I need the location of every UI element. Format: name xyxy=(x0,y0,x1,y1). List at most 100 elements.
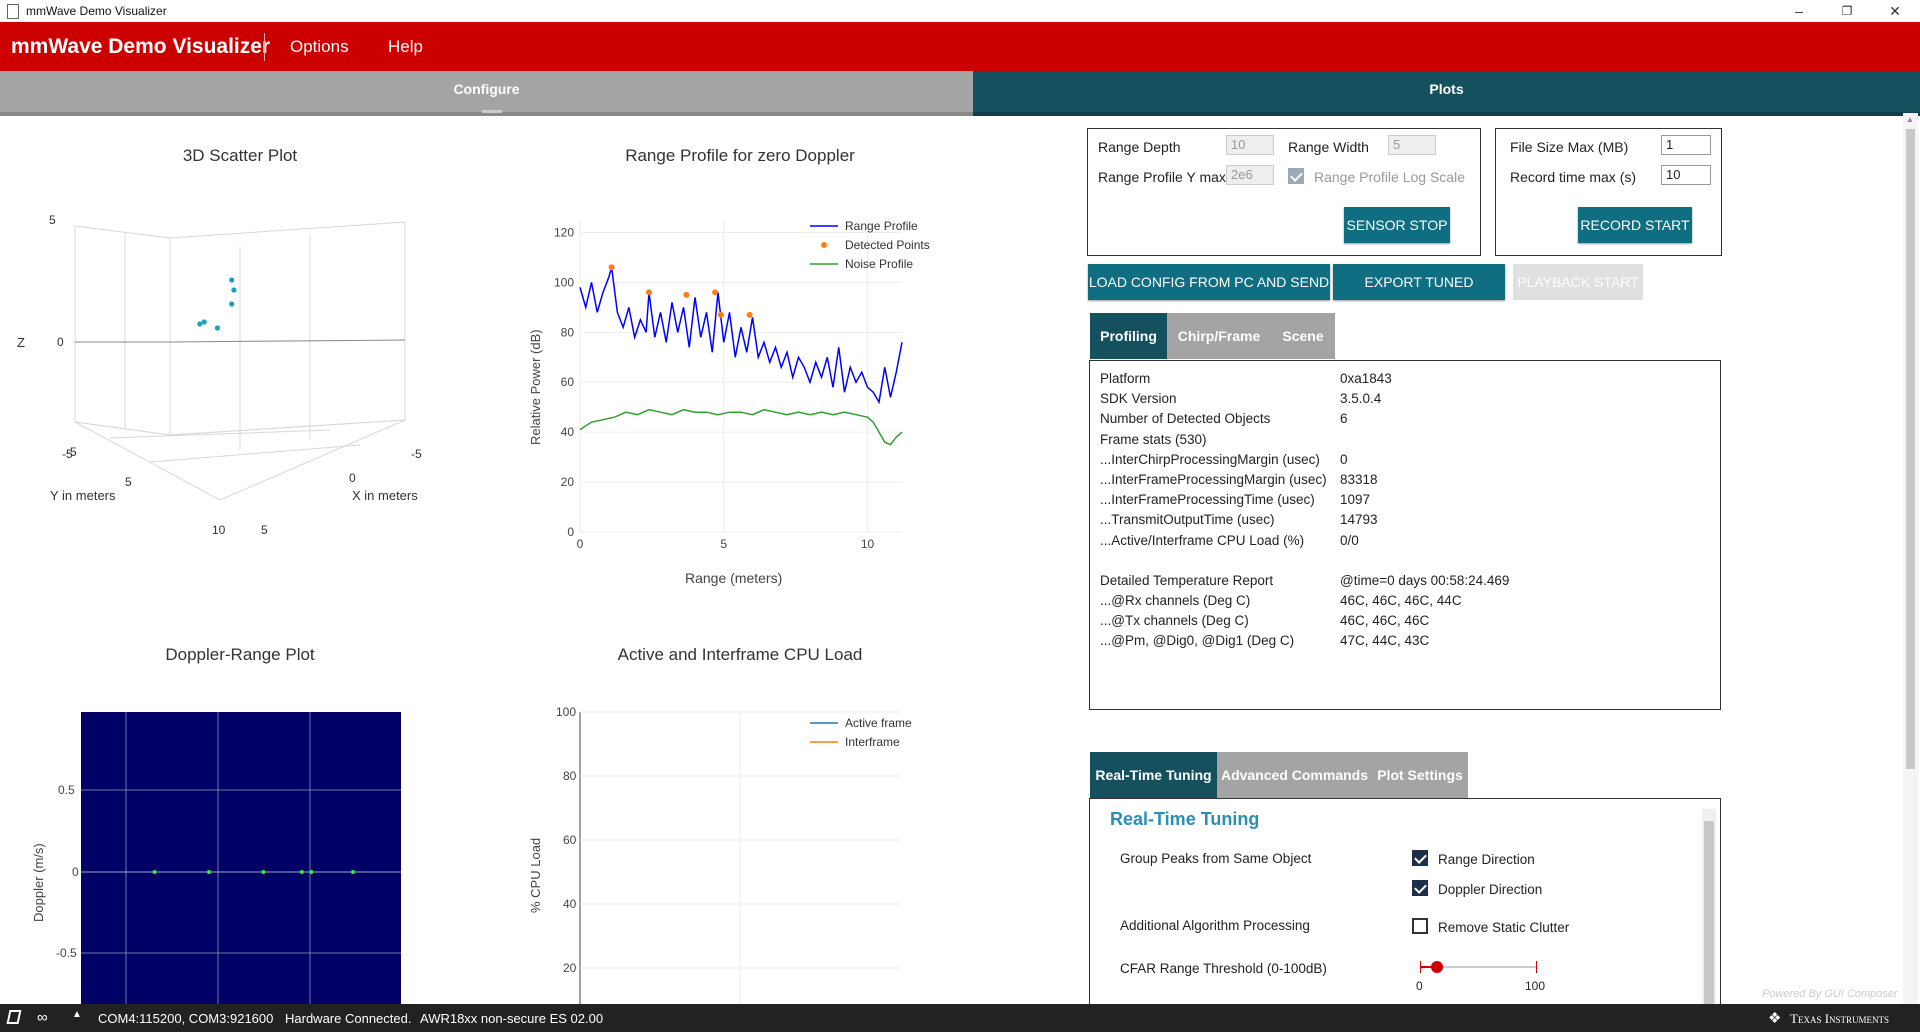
slider-max-mark xyxy=(1536,961,1537,973)
detected-point xyxy=(608,264,615,271)
scatter-x-tick-5: 5 xyxy=(261,523,268,537)
menu-help[interactable]: Help xyxy=(388,37,423,56)
rp-x-tick: 0 xyxy=(577,537,584,551)
record-time-input[interactable]: 10 xyxy=(1661,165,1711,185)
profiling-key: Detailed Temperature Report xyxy=(1100,572,1274,588)
legend-range-profile: Range Profile xyxy=(845,219,918,233)
doppler-range-title: Doppler-Range Plot xyxy=(165,645,315,664)
tab-configure[interactable]: Configure xyxy=(0,71,973,116)
profiling-key: Frame stats (530) xyxy=(1100,431,1207,447)
profiling-key: ...@Tx channels (Deg C) xyxy=(1100,613,1249,629)
profiling-key: ...InterChirpProcessingMargin (usec) xyxy=(1100,451,1320,467)
profiling-value: 6 xyxy=(1340,411,1348,427)
slider-min-label: 0 xyxy=(1416,979,1423,993)
cpu-tick-100: 100 xyxy=(556,705,576,719)
connection-status: Hardware Connected. xyxy=(285,1011,412,1026)
profiling-key: SDK Version xyxy=(1100,391,1177,407)
link-icon[interactable]: ∞ xyxy=(37,1009,48,1026)
app-menu-bar: mmWave Demo Visualizer Options Help xyxy=(0,22,1920,71)
profiling-value: @time=0 days 00:58:24.469 xyxy=(1340,572,1510,588)
scroll-up-icon[interactable]: ▲ xyxy=(1906,115,1914,124)
record-time-label: Record time max (s) xyxy=(1510,169,1637,185)
top-tab-bar: Configure Plots xyxy=(0,71,1920,116)
range-profile-title: Range Profile for zero Doppler xyxy=(625,146,855,165)
cfar-slider-thumb[interactable] xyxy=(1431,961,1444,973)
tab-advanced-commands[interactable]: Advanced Commands xyxy=(1217,752,1372,798)
profiling-value: 1097 xyxy=(1340,492,1371,508)
profiling-key: ...InterFrameProcessingTime (usec) xyxy=(1100,492,1315,508)
gui-composer-watermark: Powered By GUI Composer xyxy=(1762,988,1898,1000)
tuning-scroll-thumb[interactable] xyxy=(1704,821,1714,1005)
scatter-y-tick-m5: -5 xyxy=(66,445,77,459)
doppler-direction-checkbox[interactable] xyxy=(1412,880,1428,896)
notes-icon[interactable] xyxy=(6,1010,22,1024)
cfar-slider-track[interactable] xyxy=(1420,961,1536,973)
remove-static-checkbox[interactable] xyxy=(1412,918,1428,934)
legend-interframe: Interframe xyxy=(845,735,900,749)
tuning-scrollbar[interactable] xyxy=(1702,809,1716,1005)
range-width-input[interactable]: 5 xyxy=(1388,135,1436,155)
minimize-icon[interactable]: – xyxy=(1795,3,1803,19)
sensor-stop-button[interactable]: SENSOR STOP xyxy=(1344,207,1450,243)
tab-scene[interactable]: Scene xyxy=(1271,313,1335,359)
range-direction-checkbox[interactable] xyxy=(1412,850,1428,866)
page-scroll-thumb[interactable] xyxy=(1906,129,1915,769)
restore-icon[interactable]: ❐ xyxy=(1841,4,1853,18)
profiling-value: 46C, 46C, 46C xyxy=(1340,613,1430,629)
range-profile-xlabel: Range (meters) xyxy=(685,570,782,586)
cpu-tick-60: 60 xyxy=(563,833,577,847)
doppler-range-plot[interactable]: 0.5 0 -0.5 Doppler (m/s) xyxy=(0,700,420,1004)
ti-vendor-name: Texas Instruments xyxy=(1790,1011,1890,1026)
cpu-load-chart[interactable]: 100 80 60 40 20 % CPU Load Active frame … xyxy=(520,700,940,1004)
legend-active-frame: Active frame xyxy=(845,716,912,730)
rp-y-tick: 100 xyxy=(554,275,574,289)
record-start-button[interactable]: RECORD START xyxy=(1578,207,1692,243)
slider-min-mark xyxy=(1420,961,1421,973)
doppler-direction-label: Doppler Direction xyxy=(1438,882,1543,897)
doppler-point xyxy=(152,870,157,874)
sensor-controls-panel: Range Depth 10 Range Width 5 Range Profi… xyxy=(1087,128,1481,256)
scatter-y-tick-5: 5 xyxy=(125,475,132,489)
legend-detected-points: Detected Points xyxy=(845,238,930,252)
caret-up-icon[interactable]: ▲ xyxy=(72,1009,82,1020)
tab-plot-settings[interactable]: Plot Settings xyxy=(1372,752,1468,798)
tab-chirp-frame[interactable]: Chirp/Frame xyxy=(1167,313,1271,359)
app-brand: mmWave Demo Visualizer xyxy=(11,35,271,58)
range-ymax-label: Range Profile Y max xyxy=(1098,169,1226,185)
range-width-label: Range Width xyxy=(1288,139,1369,155)
range-profile-line xyxy=(579,267,903,405)
window-title-bar: mmWave Demo Visualizer – ❐ ✕ xyxy=(0,0,1920,23)
log-scale-checkbox[interactable] xyxy=(1288,168,1304,184)
tab-real-time-tuning[interactable]: Real-Time Tuning xyxy=(1090,752,1217,798)
scatter-point xyxy=(229,277,235,283)
doppler-point xyxy=(299,870,304,874)
export-profile-button[interactable]: EXPORT TUNED PROFILE xyxy=(1333,264,1505,326)
load-config-button[interactable]: LOAD CONFIG FROM PC AND SEND xyxy=(1088,264,1330,300)
app-window-icon xyxy=(7,4,19,19)
detected-point xyxy=(746,311,753,318)
range-depth-input[interactable]: 10 xyxy=(1226,135,1274,155)
scatter-z-label: Z xyxy=(17,335,25,350)
device-status: AWR18xx non-secure ES 02.00 xyxy=(420,1011,604,1026)
range-ymax-input[interactable]: 2e6 xyxy=(1226,165,1274,185)
scatter-3d-plot[interactable]: Z 5 0 -5 -5 5 10 Y in meters -5 0 5 X in… xyxy=(0,180,480,540)
scatter-point xyxy=(214,325,220,331)
scatter-point xyxy=(231,287,237,293)
remove-static-label: Remove Static Clutter xyxy=(1438,920,1570,935)
page-scrollbar[interactable]: ▲ xyxy=(1903,113,1918,1004)
close-icon[interactable]: ✕ xyxy=(1889,3,1901,19)
doppler-tick-0: 0 xyxy=(72,865,79,879)
profiling-value: 0 xyxy=(1340,451,1348,467)
tab-plots[interactable]: Plots xyxy=(973,71,1920,116)
rp-y-tick: 40 xyxy=(561,425,575,439)
tab-profiling[interactable]: Profiling xyxy=(1090,313,1167,359)
noise-profile-line xyxy=(579,408,903,446)
file-size-input[interactable]: 1 xyxy=(1661,135,1711,155)
rp-y-tick: 60 xyxy=(561,375,575,389)
playback-start-button[interactable]: PLAYBACK START xyxy=(1513,264,1643,300)
rp-x-tick: 5 xyxy=(720,537,727,551)
doppler-point xyxy=(261,870,266,874)
menu-options[interactable]: Options xyxy=(290,37,349,56)
detected-point xyxy=(712,289,719,296)
